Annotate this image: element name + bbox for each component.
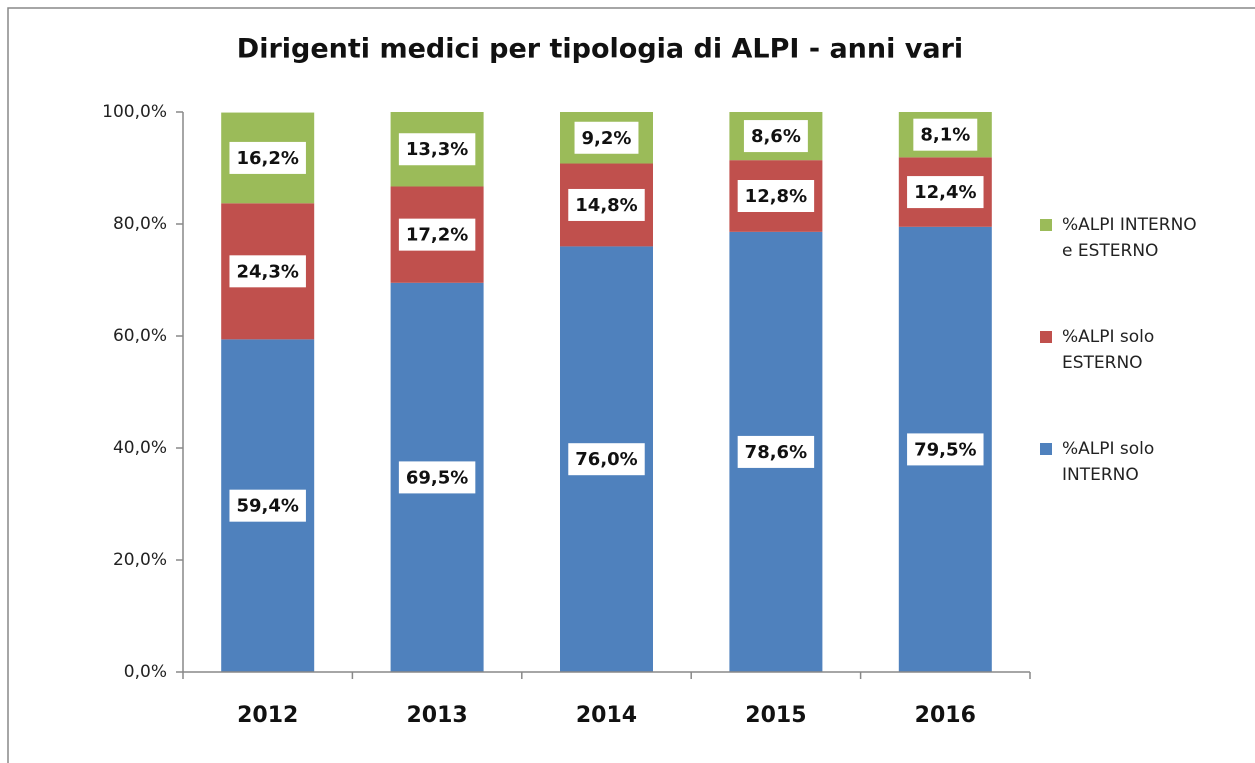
- x-tick-label: 2014: [576, 703, 637, 728]
- y-tick-label: 0,0%: [124, 662, 167, 682]
- value-label: 8,6%: [751, 126, 801, 147]
- value-label: 12,4%: [914, 182, 976, 203]
- y-tick-label: 60,0%: [113, 326, 167, 346]
- value-label: 79,5%: [914, 439, 976, 460]
- x-tick-label: 2012: [237, 703, 298, 728]
- legend-label: %ALPI INTERNO e ESTERNO: [1062, 215, 1197, 261]
- value-label-box: [574, 121, 639, 154]
- value-label-box: [229, 489, 306, 522]
- value-label: 16,2%: [236, 148, 298, 169]
- value-label-box: [398, 133, 476, 166]
- value-label-box: [229, 255, 306, 288]
- value-label: 12,8%: [745, 186, 807, 207]
- value-label: 24,3%: [236, 261, 298, 282]
- value-label: 14,8%: [575, 195, 637, 216]
- value-label-box: [913, 118, 978, 151]
- legend-swatch: [1040, 219, 1052, 231]
- value-label-box: [568, 443, 645, 476]
- y-tick-label: 100,0%: [102, 102, 167, 122]
- x-tick-label: 2016: [915, 703, 976, 728]
- legend-swatch: [1040, 443, 1052, 455]
- value-label: 59,4%: [236, 496, 298, 517]
- legend-swatch: [1040, 331, 1052, 343]
- y-tick-label: 40,0%: [113, 438, 167, 458]
- value-label-box: [737, 435, 815, 468]
- value-label: 17,2%: [406, 225, 468, 246]
- value-label: 76,0%: [575, 449, 637, 470]
- chart-title: Dirigenti medici per tipologia di ALPI -…: [237, 34, 963, 65]
- y-tick-label: 80,0%: [113, 214, 167, 234]
- value-label-box: [737, 180, 815, 212]
- value-label: 9,2%: [582, 128, 632, 149]
- value-label: 8,1%: [920, 125, 970, 146]
- value-label-box: [743, 120, 808, 153]
- x-tick-label: 2013: [406, 703, 467, 728]
- value-label-box: [229, 141, 306, 174]
- value-label-box: [398, 218, 476, 251]
- chart-border: [7, 7, 1255, 763]
- value-label: 69,5%: [406, 467, 468, 488]
- value-label: 78,6%: [745, 442, 807, 463]
- y-tick-label: 20,0%: [113, 550, 167, 570]
- value-label-box: [568, 188, 645, 221]
- value-label: 13,3%: [406, 139, 468, 160]
- x-tick-label: 2015: [745, 703, 806, 728]
- legend-label: %ALPI solo ESTERNO: [1062, 327, 1155, 373]
- value-label-box: [907, 176, 984, 209]
- legend-label: %ALPI solo INTERNO: [1062, 439, 1155, 485]
- value-label-box: [398, 461, 476, 494]
- value-label-box: [907, 433, 984, 466]
